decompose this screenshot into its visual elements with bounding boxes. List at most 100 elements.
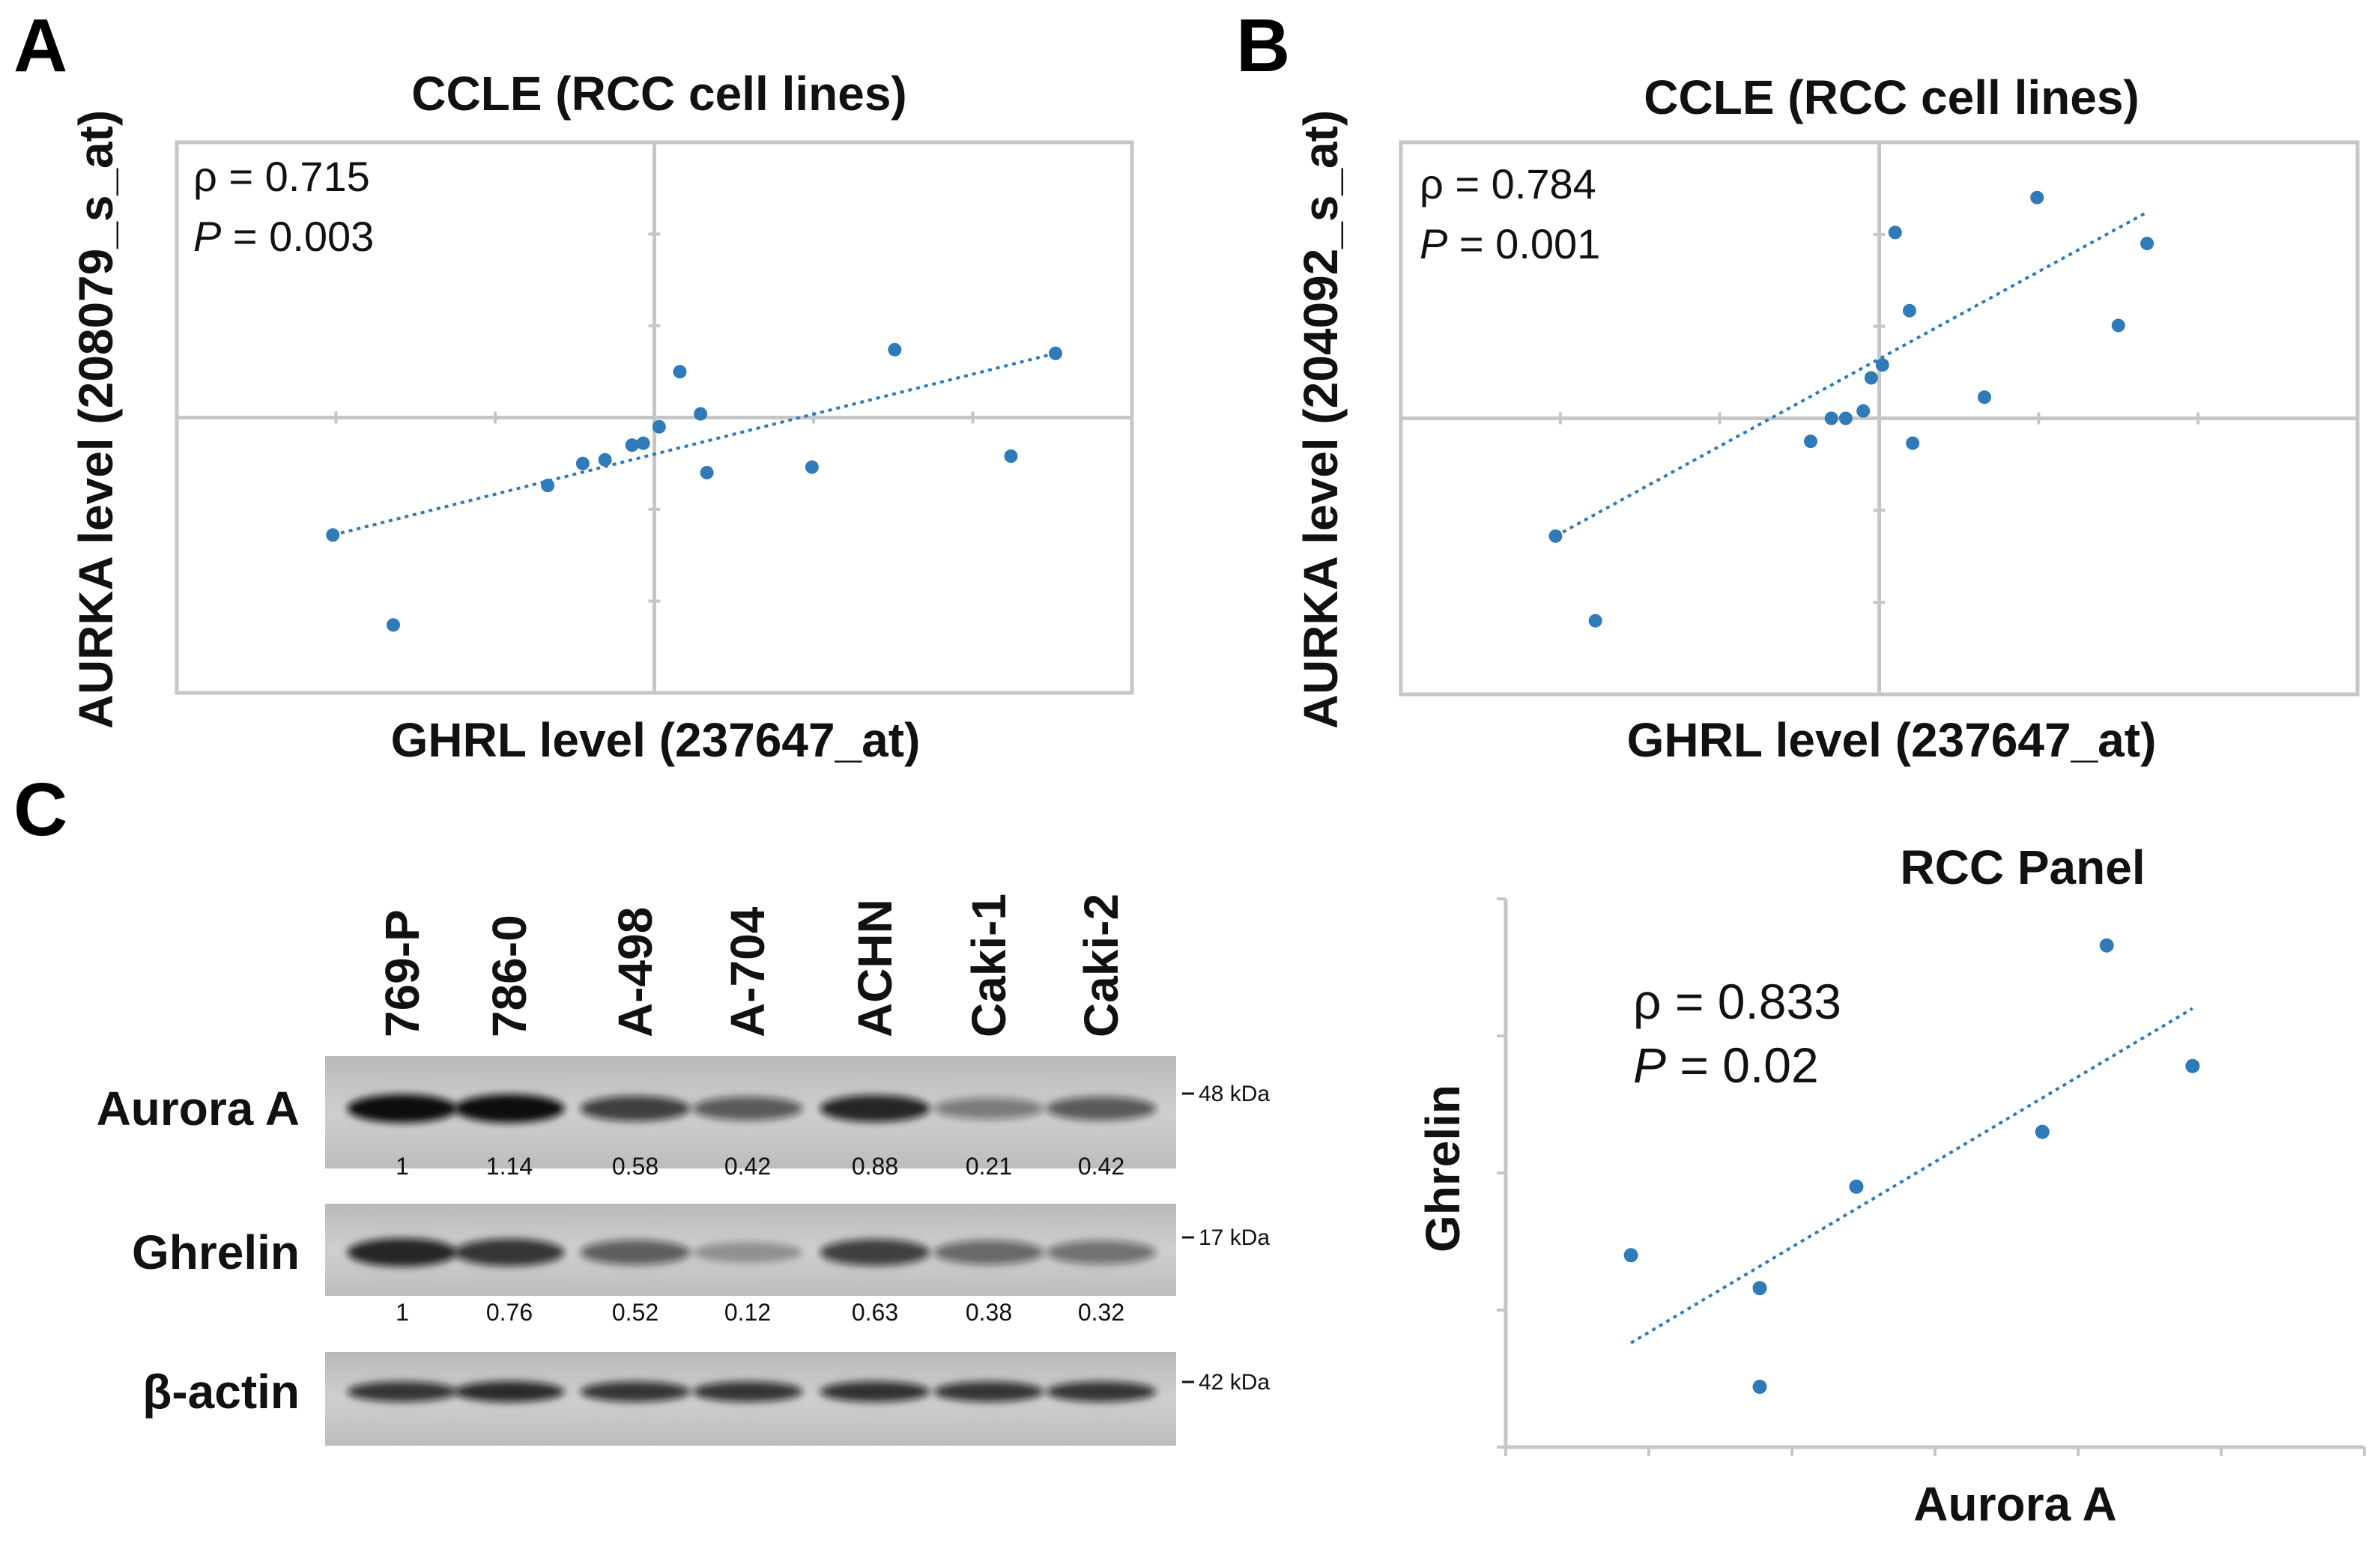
data-point xyxy=(1803,434,1817,449)
blot-row: Aurora A 48 kDa 1 1.14 0.58 0.42 0.88 0.21 0.42 xyxy=(97,1056,1270,1180)
blot-band xyxy=(692,1097,803,1121)
blot-band xyxy=(692,1381,803,1402)
chart-c-title: RCC Panel xyxy=(1900,840,2145,894)
chart-a-rho: ρ = 0.715 xyxy=(193,153,370,200)
blot-band xyxy=(580,1096,691,1121)
data-point xyxy=(1875,358,1889,372)
data-point xyxy=(575,456,590,470)
blot-band xyxy=(347,1381,458,1402)
data-point xyxy=(1824,411,1838,425)
chart-c-xlabel: Aurora A xyxy=(1913,1477,2116,1531)
band-quantification: 0.76 xyxy=(486,1299,533,1326)
band-quantification: 0.63 xyxy=(852,1299,898,1326)
lane-labels: 769-P 786-0 A-498 A-704 ACHN Caki-1 Caki-2 xyxy=(375,894,1128,1037)
blot-row-label: Ghrelin xyxy=(132,1225,300,1279)
data-point xyxy=(2099,938,2114,953)
data-point xyxy=(652,419,666,434)
data-point xyxy=(673,365,687,379)
data-point xyxy=(1856,404,1871,418)
trendline xyxy=(1630,1007,2193,1345)
blot-band xyxy=(347,1094,458,1123)
blot-band xyxy=(820,1095,930,1122)
data-point xyxy=(805,460,819,474)
blot-band xyxy=(580,1240,691,1265)
scatter-panel-a: CCLE (RCC cell lines) ρ = 0.715 P = 0.00… xyxy=(69,67,1134,767)
lane-label: A-704 xyxy=(721,906,775,1037)
blot-band xyxy=(454,1094,565,1123)
data-point xyxy=(1864,371,1878,385)
band-quantification: 1.14 xyxy=(486,1153,533,1180)
data-point xyxy=(326,528,340,542)
scatter-panel-b: CCLE (RCC cell lines) ρ = 0.784 P = 0.00… xyxy=(1294,70,2360,767)
lane-label: A-498 xyxy=(608,907,662,1037)
blot-band xyxy=(454,1381,565,1402)
blot-row: β-actin 42 kDa xyxy=(142,1352,1270,1446)
band-quantification: 0.38 xyxy=(966,1299,1012,1326)
data-point xyxy=(1977,390,1991,404)
chart-b-ylabel: AURKA level (204092_s_at) xyxy=(1294,110,1348,730)
blot-band xyxy=(347,1238,458,1267)
data-point xyxy=(1888,225,1902,240)
data-point xyxy=(1588,613,1602,628)
western-blot: 769-P 786-0 A-498 A-704 ACHN Caki-1 Caki-2 Aur… xyxy=(97,894,1270,1446)
blot-band xyxy=(692,1242,803,1263)
blot-band xyxy=(1046,1381,1157,1402)
data-point xyxy=(1049,346,1062,360)
lane-label: 769-P xyxy=(375,909,429,1037)
blot-row: Ghrelin 17 kDa 1 0.76 0.52 0.12 0.63 0.38 0.32 xyxy=(132,1204,1270,1326)
blot-band xyxy=(933,1381,1044,1402)
blot-band xyxy=(933,1240,1044,1264)
blot-band xyxy=(1046,1240,1157,1264)
chart-b-rho: ρ = 0.784 xyxy=(1420,160,1596,207)
blot-band xyxy=(1046,1097,1157,1121)
blot-band xyxy=(820,1381,930,1402)
data-point xyxy=(2030,190,2044,204)
panel-letter-b: B xyxy=(1236,4,1290,88)
chart-a-p-symbol: P xyxy=(193,213,221,260)
data-point xyxy=(2111,318,2125,333)
trendline xyxy=(1554,210,2149,538)
chart-c-ylabel: Ghrelin xyxy=(1416,1085,1470,1252)
band-quantification: 0.42 xyxy=(1078,1153,1124,1180)
panel-letter-c: C xyxy=(13,768,67,852)
band-quantification: 0.21 xyxy=(966,1153,1012,1180)
chart-a-p-number: = 0.003 xyxy=(221,213,374,260)
data-point xyxy=(1849,1179,1864,1194)
data-point xyxy=(2185,1058,2200,1073)
band-quantification: 0.42 xyxy=(724,1153,771,1180)
lane-label: Caki-2 xyxy=(1074,894,1128,1037)
band-quantification: 0.88 xyxy=(852,1153,898,1180)
data-point xyxy=(2140,237,2155,251)
data-point xyxy=(1902,303,1916,318)
band-quantification: 0.32 xyxy=(1078,1299,1124,1326)
chart-a-ylabel: AURKA level (208079_s_at) xyxy=(69,110,123,730)
kda-marker: 17 kDa xyxy=(1199,1225,1270,1250)
data-point xyxy=(888,342,902,357)
data-point xyxy=(598,452,612,467)
data-point xyxy=(625,438,639,452)
chart-a-title: CCLE (RCC cell lines) xyxy=(411,67,906,121)
data-point xyxy=(700,466,714,479)
data-point xyxy=(1623,1248,1638,1263)
lane-label: Caki-1 xyxy=(962,894,1016,1037)
data-point xyxy=(1752,1379,1767,1394)
blot-row-label: Aurora A xyxy=(97,1082,300,1136)
chart-b-title: CCLE (RCC cell lines) xyxy=(1644,70,2139,124)
chart-c-p-symbol: P xyxy=(1633,1037,1666,1093)
data-point xyxy=(1838,411,1853,425)
data-point xyxy=(1752,1281,1767,1296)
blot-band xyxy=(580,1381,691,1402)
band-quantification: 0.52 xyxy=(612,1299,658,1326)
data-point xyxy=(1906,436,1920,450)
data-point xyxy=(1548,529,1563,543)
chart-b-xlabel: GHRL level (237647_at) xyxy=(1627,713,2157,767)
blot-row-label: β-actin xyxy=(142,1365,300,1419)
data-point xyxy=(694,407,708,421)
chart-b-p-symbol: P xyxy=(1420,220,1447,267)
band-quantification: 0.12 xyxy=(724,1299,771,1326)
blot-band xyxy=(454,1238,565,1267)
blot-rows: Aurora A 48 kDa 1 1.14 0.58 0.42 0.88 0.21 0.42 G… xyxy=(97,1056,1270,1446)
chart-a-xlabel: GHRL level (237647_at) xyxy=(391,713,921,767)
kda-marker: 42 kDa xyxy=(1199,1370,1270,1395)
chart-c-rho: ρ = 0.833 xyxy=(1633,974,1841,1029)
